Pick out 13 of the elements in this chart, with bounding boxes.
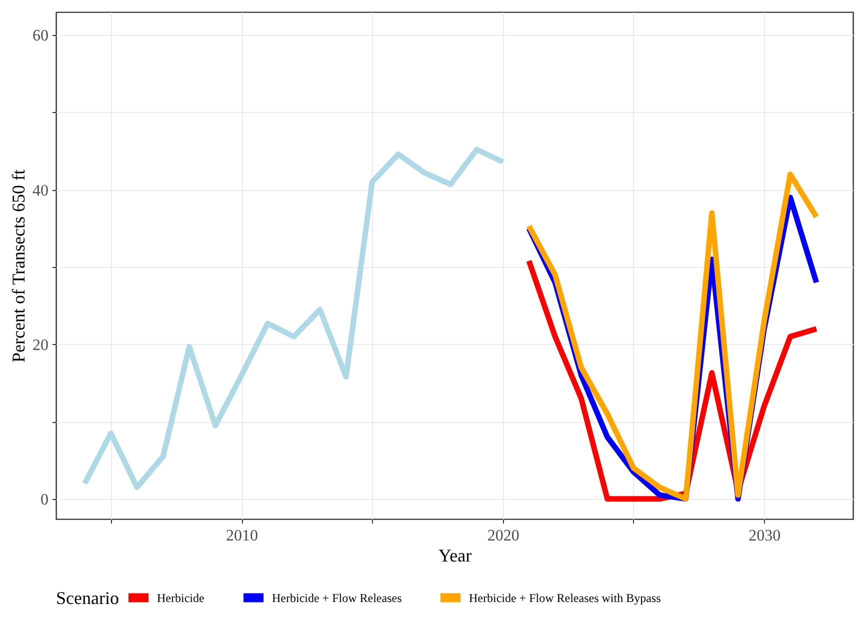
y-tick-label: 0 xyxy=(40,491,48,508)
y-tick-label: 60 xyxy=(32,28,48,45)
y-axis-title: Percent of Transects 650 ft xyxy=(8,170,28,362)
legend-label: Herbicide + Flow Releases with Bypass xyxy=(469,590,662,605)
x-tick-label: 2030 xyxy=(748,528,781,544)
legend-title: Scenario xyxy=(56,588,119,608)
y-tick-label: 20 xyxy=(32,336,48,354)
legend-label: Herbicide xyxy=(157,590,204,605)
x-tick-label: 2020 xyxy=(487,528,520,544)
y-tick-label: 40 xyxy=(32,182,48,200)
x-tick-label: 2010 xyxy=(226,528,258,544)
x-axis-title: Year xyxy=(438,546,472,566)
legend-label: Herbicide + Flow Releases xyxy=(272,590,402,605)
